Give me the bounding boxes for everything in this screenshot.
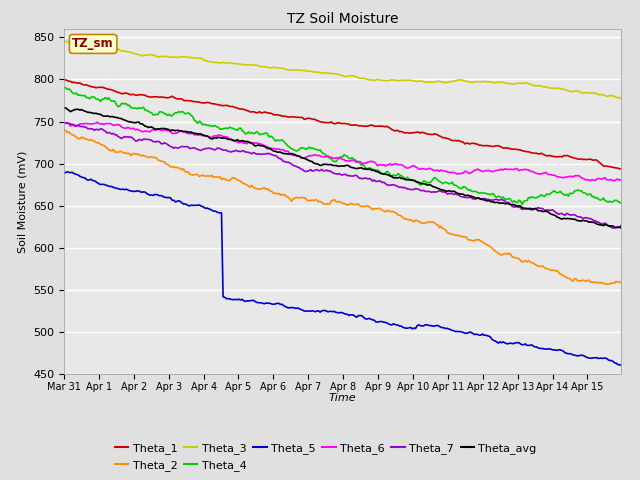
Theta_1 — [343, 121, 351, 127]
Line: Theta_7: Theta_7 — [64, 122, 621, 228]
Theta_7 — [558, 211, 566, 216]
Theta_avg — [61, 105, 69, 111]
Line: Theta_2: Theta_2 — [64, 130, 621, 284]
Theta_3 — [61, 38, 69, 44]
Theta_7 — [617, 223, 625, 228]
Theta_avg — [531, 206, 539, 212]
Theta_1 — [617, 166, 625, 171]
Theta_7 — [321, 168, 329, 174]
Line: Theta_4: Theta_4 — [64, 88, 621, 204]
Title: TZ Soil Moisture: TZ Soil Moisture — [287, 12, 398, 26]
Theta_avg — [560, 216, 568, 221]
Theta_7 — [343, 173, 351, 179]
Y-axis label: Soil Moisture (mV): Soil Moisture (mV) — [17, 150, 28, 253]
Legend: Theta_1, Theta_2, Theta_3, Theta_4, Theta_5, Theta_6, Theta_7, Theta_avg: Theta_1, Theta_2, Theta_3, Theta_4, Thet… — [110, 439, 541, 475]
Theta_7 — [60, 120, 68, 125]
Theta_6 — [323, 154, 330, 159]
Text: TZ_sm: TZ_sm — [72, 37, 114, 50]
Theta_3 — [284, 67, 292, 73]
Theta_7 — [323, 168, 330, 173]
Theta_4 — [532, 195, 540, 201]
Theta_6 — [60, 120, 68, 126]
Theta_6 — [617, 177, 625, 183]
Theta_4 — [561, 192, 569, 198]
Theta_4 — [518, 202, 526, 207]
Theta_5 — [531, 344, 539, 350]
Theta_2 — [617, 280, 625, 286]
Theta_2 — [321, 201, 329, 207]
Theta_2 — [283, 194, 291, 200]
Theta_7 — [609, 225, 617, 231]
Theta_2 — [60, 127, 68, 133]
Theta_1 — [60, 76, 68, 82]
Theta_4 — [323, 153, 330, 159]
Theta_6 — [611, 178, 618, 184]
Theta_avg — [60, 105, 68, 111]
Line: Theta_avg: Theta_avg — [64, 108, 621, 228]
Theta_6 — [93, 120, 101, 125]
Theta_4 — [617, 200, 625, 206]
Theta_2 — [529, 260, 537, 266]
Theta_7 — [283, 159, 291, 165]
Theta_5 — [63, 169, 71, 175]
Theta_2 — [323, 201, 330, 207]
Theta_6 — [324, 154, 332, 159]
Theta_5 — [345, 312, 353, 318]
Theta_3 — [617, 96, 625, 101]
Theta_7 — [529, 206, 537, 212]
Theta_6 — [560, 175, 568, 180]
Line: Theta_3: Theta_3 — [64, 41, 621, 98]
Theta_1 — [283, 114, 291, 120]
Line: Theta_1: Theta_1 — [64, 79, 621, 169]
Theta_2 — [343, 202, 351, 208]
Theta_6 — [345, 158, 353, 164]
Theta_1 — [529, 150, 537, 156]
Theta_2 — [558, 272, 566, 277]
Theta_3 — [345, 73, 353, 79]
Theta_4 — [324, 153, 332, 159]
Theta_6 — [531, 170, 539, 176]
Theta_4 — [61, 85, 69, 91]
Theta_1 — [616, 166, 623, 172]
Theta_3 — [531, 83, 539, 88]
Theta_1 — [558, 154, 566, 160]
Theta_avg — [323, 161, 330, 167]
Theta_5 — [560, 348, 568, 354]
Theta_avg — [345, 163, 353, 168]
Theta_1 — [323, 120, 330, 126]
Theta_5 — [284, 305, 292, 311]
Theta_3 — [323, 70, 330, 76]
Theta_1 — [321, 120, 329, 125]
Theta_3 — [60, 38, 68, 44]
Theta_avg — [617, 225, 625, 231]
Theta_4 — [60, 85, 68, 91]
Theta_4 — [284, 144, 292, 149]
X-axis label: Time: Time — [328, 394, 356, 403]
Line: Theta_5: Theta_5 — [64, 172, 621, 365]
Theta_5 — [60, 169, 68, 175]
Theta_avg — [284, 151, 292, 157]
Theta_2 — [603, 281, 611, 287]
Theta_3 — [560, 86, 568, 92]
Theta_5 — [617, 362, 625, 368]
Theta_avg — [324, 162, 332, 168]
Theta_3 — [324, 71, 332, 76]
Theta_5 — [324, 309, 332, 315]
Theta_5 — [323, 308, 330, 314]
Theta_6 — [284, 149, 292, 155]
Line: Theta_6: Theta_6 — [64, 122, 621, 181]
Theta_4 — [345, 156, 353, 161]
